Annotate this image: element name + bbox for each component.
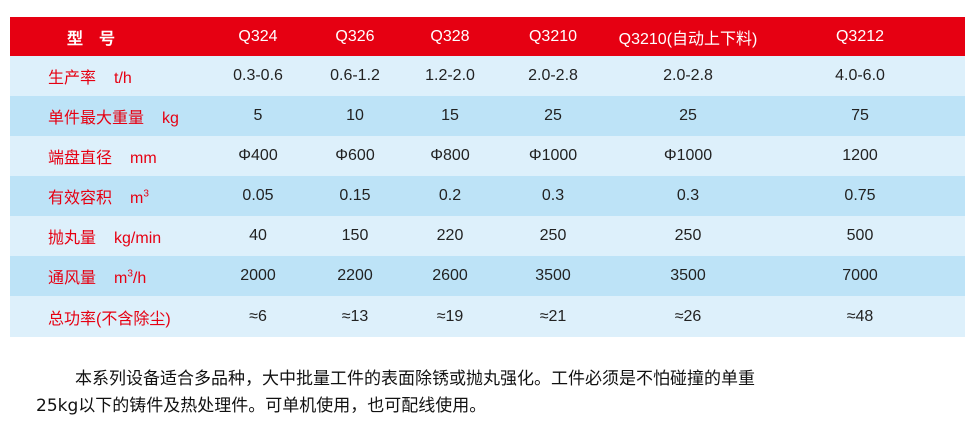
table-cell: Φ1000 (663, 147, 713, 164)
table-cell: 250 (674, 227, 702, 244)
table-cell: 3500 (535, 267, 571, 284)
table-cell: 2.0-2.8 (663, 67, 713, 84)
unit-text: m (114, 270, 128, 287)
param-name: 通风量 (48, 270, 97, 287)
table-row: 端盘直径 mm Φ400 Φ600 Φ800 Φ1000 Φ1000 1200 (10, 136, 965, 176)
spec-table: 型 号 Q324 Q326 Q328 Q3210 Q3210(自动上下料) Q3… (10, 17, 965, 337)
param-unit: m3/h (114, 268, 147, 287)
table-row: 总功率(不含除尘) ≈6 ≈13 ≈19 ≈21 ≈26 ≈48 (10, 296, 965, 337)
param-name: 总功率(不含除尘) (48, 310, 171, 328)
table-cell: 0.75 (844, 187, 876, 204)
table-cell: Φ400 (238, 147, 278, 164)
param-name: 端盘直径 (48, 150, 113, 167)
table-cell: 1.2-2.0 (425, 67, 475, 84)
table-cell: 1200 (842, 147, 878, 164)
model-header: Q326 (335, 27, 375, 45)
row-label: 端盘直径 mm (48, 144, 157, 168)
param-unit: t/h (114, 70, 132, 87)
table-row: 抛丸量 kg/min 40 150 220 250 250 500 (10, 216, 965, 256)
row-label: 通风量 m3/h (48, 264, 146, 288)
param-name: 单件最大重量 (48, 110, 145, 127)
table-cell: 3500 (670, 267, 706, 284)
description-line: 本系列设备适合多品种，大中批量工件的表面除锈或抛丸强化。工件必须是不怕碰撞的单重 (75, 369, 755, 389)
table-cell: 10 (346, 107, 364, 124)
table-cell: 0.05 (242, 187, 274, 204)
table-cell: 25 (544, 107, 562, 124)
table-cell: 7000 (842, 267, 878, 284)
table-cell: 220 (436, 227, 464, 244)
table-cell: 150 (341, 227, 369, 244)
table-cell: Φ1000 (528, 147, 578, 164)
unit-superscript: 3 (127, 268, 133, 280)
table-cell: 5 (253, 107, 263, 124)
param-unit: kg (162, 110, 179, 127)
unit-text: t/h (114, 70, 132, 87)
table-cell: 250 (539, 227, 567, 244)
table-cell: 25 (679, 107, 697, 124)
table-cell: 0.15 (339, 187, 371, 204)
table-cell: Φ800 (430, 147, 470, 164)
model-header: Q3210(自动上下料) (618, 30, 758, 48)
param-name: 生产率 (48, 70, 97, 87)
table-cell: ≈21 (539, 307, 567, 325)
unit-text: mm (130, 150, 157, 167)
unit-text: kg/min (114, 230, 162, 247)
param-name: 有效容积 (48, 190, 113, 207)
table-cell: ≈48 (846, 307, 874, 325)
table-cell: 75 (851, 107, 869, 124)
table-cell: 2200 (337, 267, 373, 284)
table-cell: 0.3 (541, 187, 565, 204)
table-cell: 15 (441, 107, 459, 124)
model-header: Q3212 (835, 27, 885, 45)
table-cell: ≈6 (249, 307, 267, 325)
table-row: 有效容积 m3 0.05 0.15 0.2 0.3 0.3 0.75 (10, 176, 965, 216)
table-cell: Φ600 (335, 147, 375, 164)
table-cell: 0.6-1.2 (330, 67, 380, 84)
table-cell: 0.3-0.6 (233, 67, 283, 84)
unit-tail: /h (132, 270, 147, 287)
table-cell: 4.0-6.0 (835, 67, 885, 84)
table-cell: 2600 (432, 267, 468, 284)
table-header: 型 号 Q324 Q326 Q328 Q3210 Q3210(自动上下料) Q3… (10, 17, 965, 56)
row-label: 有效容积 m3 (48, 184, 149, 208)
description-line: 25kg以下的铸件及热处理件。可单机使用，也可配线使用。 (36, 396, 487, 416)
table-cell: 0.2 (438, 187, 462, 204)
model-header: Q324 (238, 27, 278, 45)
param-name: 抛丸量 (48, 230, 97, 247)
table-cell: 40 (249, 227, 267, 244)
param-unit: m3 (130, 188, 149, 207)
unit-text: kg (162, 110, 179, 127)
table-row: 单件最大重量 kg 5 10 15 25 25 75 (10, 96, 965, 136)
table-row: 通风量 m3/h 2000 2200 2600 3500 3500 7000 (10, 256, 965, 296)
table-cell: 500 (846, 227, 874, 244)
table-cell: 0.3 (676, 187, 700, 204)
table-cell: ≈13 (341, 307, 369, 325)
row-label: 抛丸量 kg/min (48, 224, 161, 248)
table-cell: 2.0-2.8 (528, 67, 578, 84)
description: 本系列设备适合多品种，大中批量工件的表面除锈或抛丸强化。工件必须是不怕碰撞的单重… (36, 366, 755, 420)
param-unit: mm (130, 150, 157, 167)
table-cell: ≈19 (436, 307, 464, 325)
model-header: Q3210 (528, 27, 578, 45)
table-row: 生产率 t/h 0.3-0.6 0.6-1.2 1.2-2.0 2.0-2.8 2.0-2.… (10, 56, 965, 96)
unit-text: m (130, 190, 144, 207)
param-unit: kg/min (114, 230, 161, 247)
table-cell: ≈26 (674, 307, 702, 325)
row-label: 总功率(不含除尘) (48, 305, 171, 329)
model-header: Q328 (430, 27, 470, 45)
table-cell: 2000 (240, 267, 276, 284)
header-label: 型 号 (67, 30, 116, 48)
row-label: 生产率 t/h (48, 64, 132, 88)
unit-superscript: 3 (143, 188, 149, 200)
row-label: 单件最大重量 kg (48, 104, 179, 128)
